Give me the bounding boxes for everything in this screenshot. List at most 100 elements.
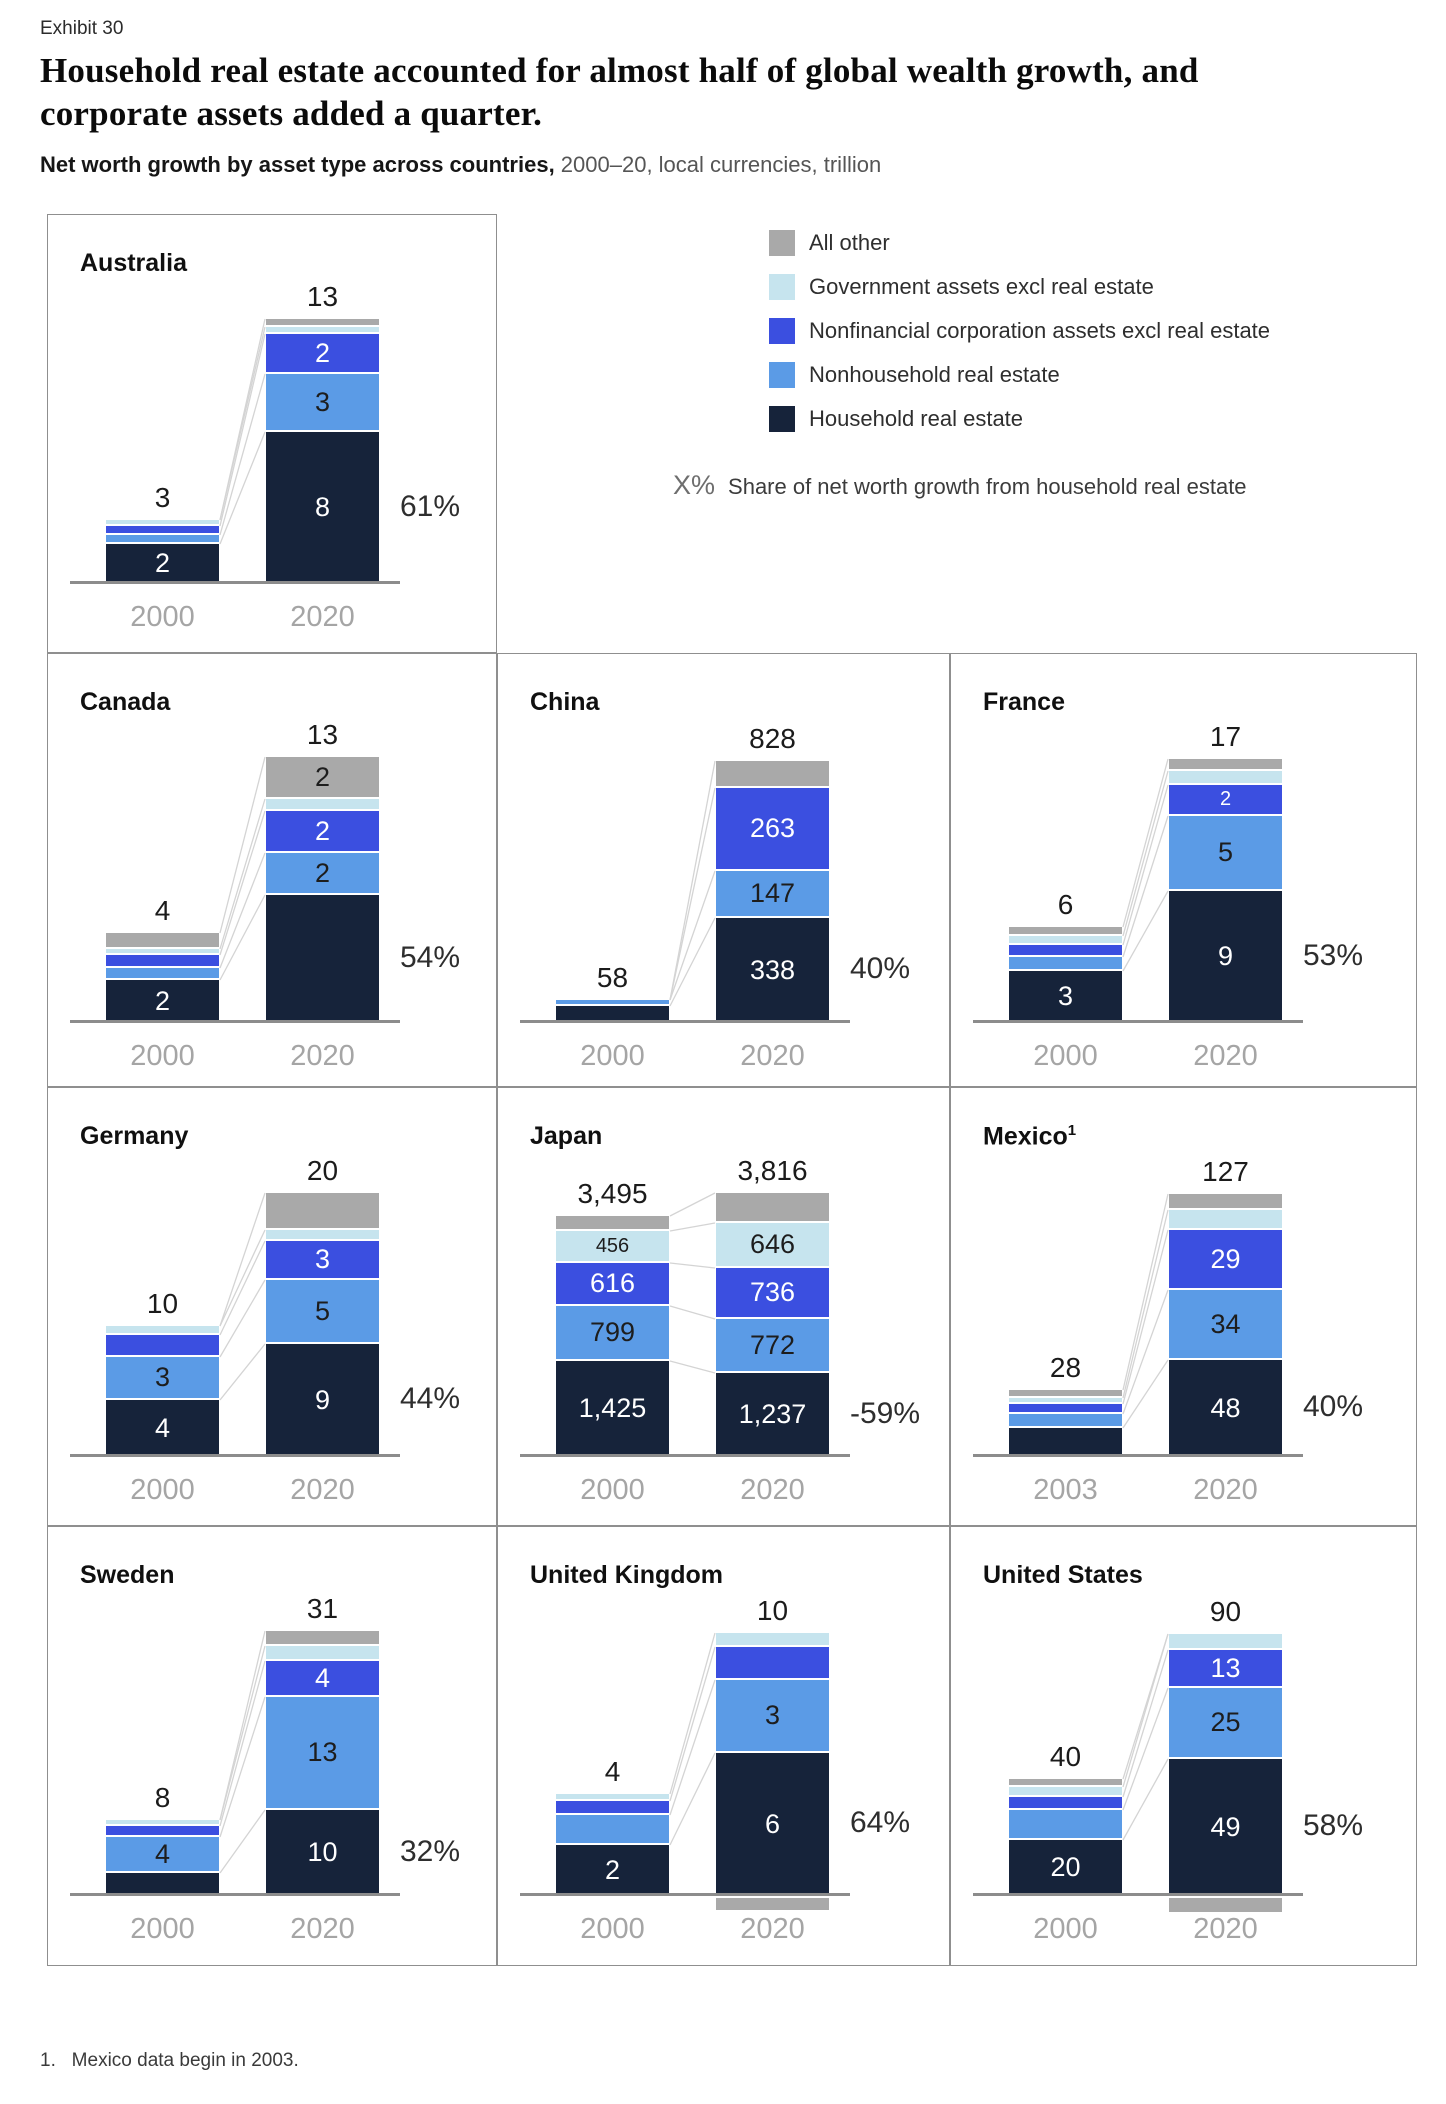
- segment-value-label: 29: [1210, 1244, 1241, 1274]
- panel-country-title: Sweden: [80, 1561, 175, 1589]
- x-axis-line: [70, 1454, 400, 1457]
- segment-value-label: 5: [314, 1296, 331, 1326]
- segment-nonfinancial: 13: [1169, 1650, 1282, 1686]
- bar-total-label: 10: [756, 1595, 789, 1626]
- panel-sweden: Sweden 4 8 2000 10 13 4 31 2020 32%: [47, 1526, 497, 1966]
- x-axis-label: 2000: [580, 1913, 645, 1945]
- segment-nonfinancial: 2: [266, 811, 379, 851]
- segment-nonhousehold: 34: [1169, 1290, 1282, 1358]
- bar-total-label: 4: [154, 895, 171, 926]
- x-axis-label: 2020: [290, 601, 355, 633]
- x-axis-line: [520, 1454, 850, 1457]
- bar-total-label: 10: [146, 1288, 179, 1319]
- segment-nonfinancial: [1009, 1404, 1122, 1412]
- segment-household: 338: [716, 918, 829, 1022]
- segment-value-label: 338: [749, 955, 796, 985]
- share-note: Share of net worth growth from household…: [728, 474, 1247, 499]
- segment-all_other: [716, 761, 829, 786]
- segment-nonfinancial: [1009, 945, 1122, 955]
- x-axis-label: 2020: [1193, 1474, 1258, 1506]
- segment-value-label: 3: [154, 1362, 171, 1392]
- segment-value-label: 5: [1217, 837, 1234, 867]
- segment-nonhousehold: 147: [716, 871, 829, 916]
- share-label: 40%: [850, 952, 911, 985]
- segment-nonhousehold: [556, 1000, 669, 1004]
- segment-household: 10: [266, 1810, 379, 1895]
- panel-country-title: Japan: [530, 1122, 603, 1150]
- segment-nonhousehold: [1009, 1810, 1122, 1838]
- x-axis-label: 2020: [1193, 1913, 1258, 1945]
- legend-item-government: Government assets excl real estate: [769, 272, 1154, 302]
- segment-nonhousehold: 772: [716, 1319, 829, 1371]
- segment-value-label: 3: [1057, 981, 1074, 1011]
- segment-government: [1169, 771, 1282, 783]
- segment-value-label: 9: [1217, 941, 1234, 971]
- panel-country-title: Mexico1: [983, 1122, 1077, 1151]
- segment-value-label: 3: [314, 387, 331, 417]
- footnotes: 1. Mexico data begin in 2003. Note: Not …: [40, 1996, 1051, 2104]
- segment-all_other-negative: [716, 1898, 829, 1910]
- bar-total-label: 20: [306, 1155, 339, 1186]
- segment-nonfinancial: [1009, 1797, 1122, 1808]
- segment-household: 4: [106, 1400, 219, 1456]
- x-axis-line: [973, 1893, 1303, 1896]
- x-axis-label: 2020: [290, 1474, 355, 1506]
- segment-nonfinancial: [106, 955, 219, 966]
- segment-value-label: 13: [1210, 1653, 1241, 1683]
- panel-germany: Germany 4 3 10 2000 9 5 3 20 2020 44%: [47, 1087, 497, 1526]
- panel-country-title: United States: [983, 1561, 1143, 1589]
- panel-japan: Japan 1,425 799 616 456 3,495 2000 1,237 772 736 6…: [497, 1087, 950, 1526]
- panel-mexico: Mexico1 28 2003 48 34 29 127 2020 40%: [950, 1087, 1417, 1526]
- x-axis-label: 2003: [1033, 1474, 1098, 1506]
- segment-household: 1,237: [716, 1373, 829, 1456]
- segment-government: [1169, 1634, 1282, 1648]
- segment-value-label: 263: [749, 813, 796, 843]
- segment-value-label: 456: [595, 1235, 630, 1257]
- panel-country-title: France: [983, 688, 1065, 716]
- segment-value-label: 2: [314, 338, 331, 368]
- bar-total-label: 58: [596, 962, 629, 993]
- bar-total-label: 127: [1202, 1156, 1249, 1187]
- segment-household: 8: [266, 432, 379, 583]
- legend-item-label: Nonfinancial corporation assets excl rea…: [809, 318, 1271, 343]
- x-axis-label: 2000: [1033, 1040, 1098, 1072]
- segment-nonfinancial: 3: [266, 1241, 379, 1278]
- x-axis-label: 2020: [740, 1040, 805, 1072]
- segment-nonfinancial: [556, 1801, 669, 1813]
- segment-household: [556, 1006, 669, 1022]
- segment-household: [1009, 1428, 1122, 1456]
- bar-total-label: 3,816: [737, 1155, 808, 1186]
- segment-government: [106, 949, 219, 953]
- segment-government: [1009, 1398, 1122, 1402]
- segment-government: 456: [556, 1231, 669, 1261]
- share-label: 40%: [1303, 1390, 1364, 1423]
- segment-nonfinancial: [716, 1647, 829, 1678]
- x-axis-label: 2000: [580, 1040, 645, 1072]
- segment-all_other: 2: [266, 757, 379, 797]
- segment-all_other: [106, 933, 219, 947]
- segment-all_other: [556, 1216, 669, 1229]
- segment-nonhousehold: [1009, 957, 1122, 969]
- x-axis-label: 2000: [1033, 1913, 1098, 1945]
- segment-all_other: [1009, 927, 1122, 934]
- segment-value-label: 736: [749, 1277, 796, 1307]
- share-label: 61%: [400, 489, 461, 523]
- segment-household: 2: [106, 980, 219, 1022]
- segment-value-label: 4: [314, 1663, 331, 1693]
- segment-government: [266, 799, 379, 809]
- segment-nonfinancial: 29: [1169, 1230, 1282, 1288]
- legend-item-label: Household real estate: [809, 406, 1024, 431]
- x-axis-label: 2000: [130, 1040, 195, 1072]
- bar-total-label: 13: [306, 281, 339, 312]
- segment-value-label: 646: [749, 1229, 796, 1259]
- segment-government: [1169, 1210, 1282, 1228]
- segment-nonfinancial: 4: [266, 1661, 379, 1695]
- segment-value-label: 34: [1210, 1309, 1241, 1339]
- bar-total-label: 4: [604, 1756, 621, 1787]
- segment-nonhousehold: [556, 1815, 669, 1843]
- segment-government: [716, 1633, 829, 1645]
- chart-subtitle: Net worth growth by asset type across co…: [40, 152, 881, 178]
- x-axis-line: [70, 1020, 400, 1023]
- segment-all_other: [1009, 1390, 1122, 1396]
